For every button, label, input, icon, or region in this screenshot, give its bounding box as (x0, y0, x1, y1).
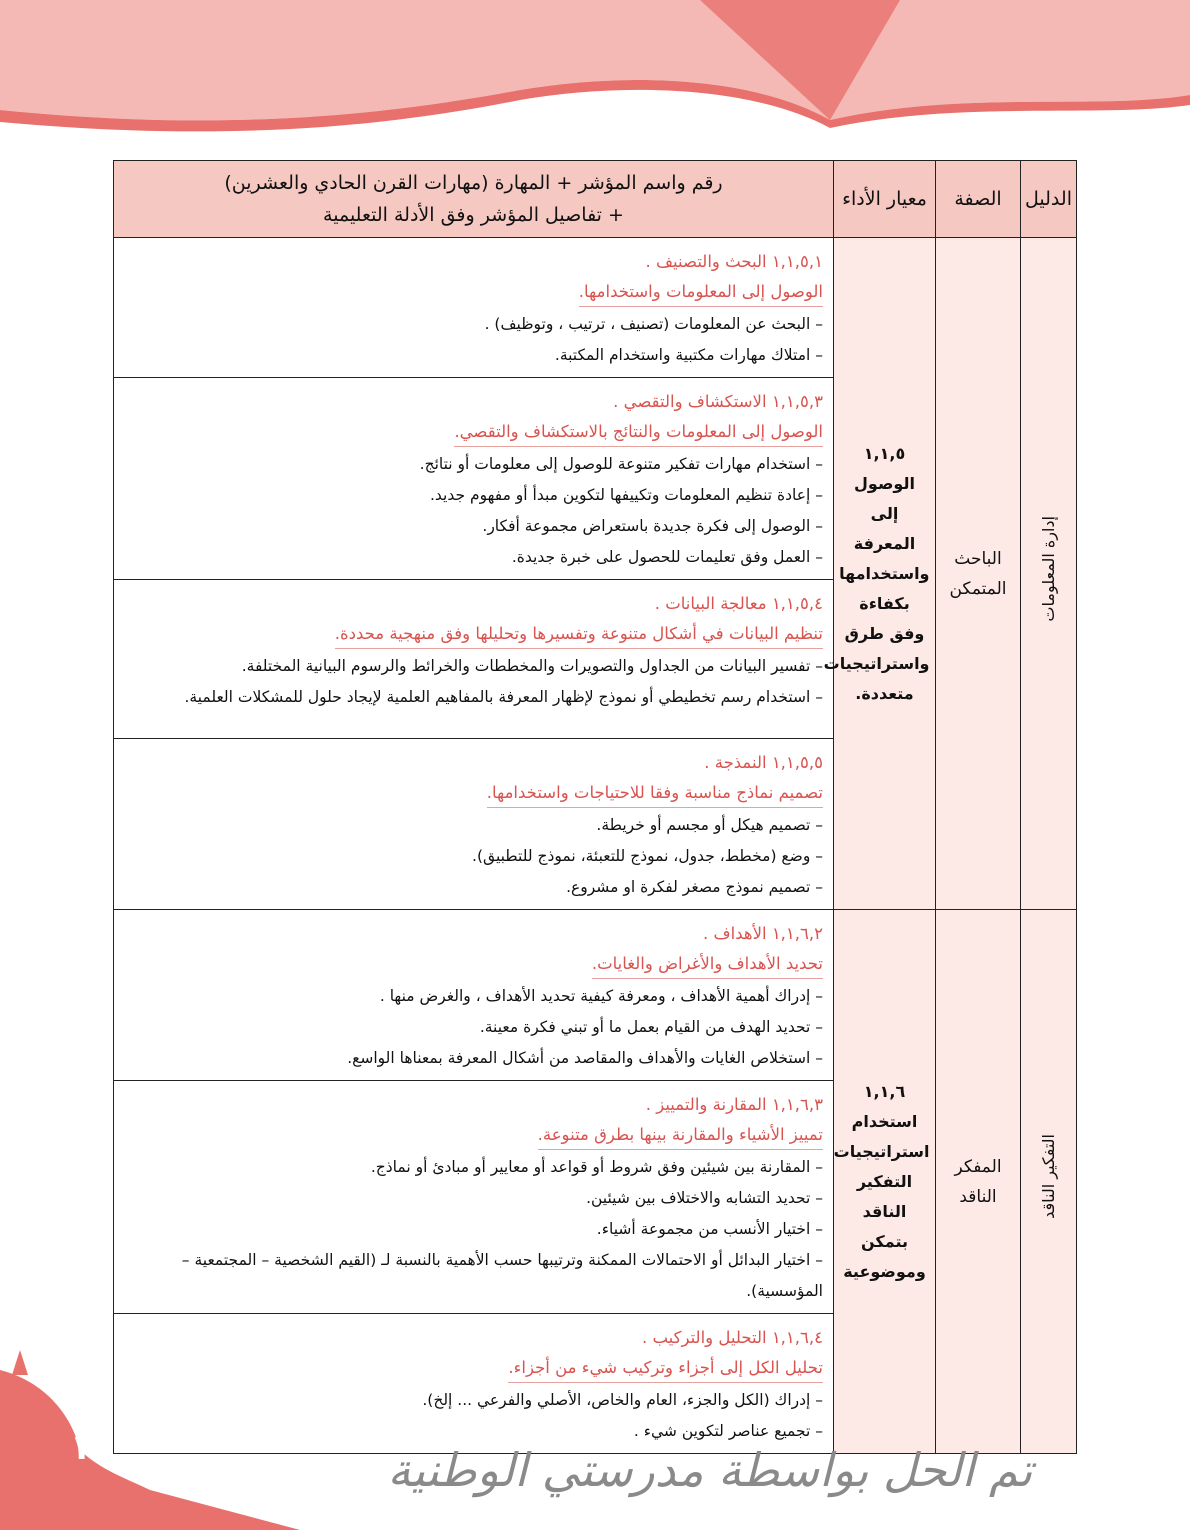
indicator-subtitle: الوصول إلى المعلومات والنتائج بالاستكشاف… (454, 418, 823, 447)
bullet-item: – تجميع عناصر لتكوين شيء . (633, 1422, 823, 1440)
indicator-code: ١,١,٦,٢ الأهداف . (703, 924, 823, 943)
indicator-subtitle: الوصول إلى المعلومات واستخدامها. (578, 278, 823, 307)
indicator-cell: ١,١,٥,٥ النمذجة . تصميم نماذج مناسبة وفق… (113, 738, 834, 910)
indicator-subtitle: تنظيم البيانات في أشكال متنوعة وتفسيرها … (334, 620, 823, 649)
indicator-cell: ١,١,٥,٤ معالجة البيانات . تنظيم البيانات… (113, 579, 834, 739)
indicator-code: ١,١,٥,٥ النمذجة . (704, 753, 823, 772)
table-row: ١,١,٦,٤ التحليل والتركيب . تحليل الكل إل… (113, 1313, 1077, 1454)
bullet-item: – تفسير البيانات من الجداول والتصويرات و… (241, 657, 823, 675)
bullet-item: – إدراك (الكل والجزء، العام والخاص، الأص… (422, 1391, 823, 1409)
indicator-cell: ١,١,٦,٣ المقارنة والتمييز . تمييز الأشيا… (113, 1080, 834, 1314)
header-standard: معيار الأداء (833, 160, 936, 238)
header-main: رقم واسم المؤشر + المهارة (مهارات القرن … (113, 160, 834, 238)
indicator-cell: ١,١,٥,٣ الاستكشاف والتقصي . الوصول إلى ا… (113, 377, 834, 580)
table-header: الدليل الصفة معيار الأداء رقم واسم المؤش… (113, 160, 1077, 238)
indicators-table: الدليل الصفة معيار الأداء رقم واسم المؤش… (113, 160, 1077, 1454)
bullet-item: – المقارنة بين شيئين وفق شروط أو قواعد أ… (370, 1158, 823, 1176)
bullet-item: – الوصول إلى فكرة جديدة باستعراض مجموعة … (482, 517, 823, 535)
bullet-item: – إدراك أهمية الأهداف ، ومعرفة كيفية تحد… (379, 987, 823, 1005)
header-main-line1: رقم واسم المؤشر + المهارة (مهارات القرن … (224, 172, 723, 194)
bullet-item: – اختيار الأنسب من مجموعة أشياء. (596, 1220, 823, 1238)
evidence-cell: التفكير الناقد (1020, 909, 1077, 1454)
header-evidence: الدليل (1020, 160, 1077, 238)
bullet-item: – تصميم هيكل أو مجسم أو خريطة. (596, 816, 823, 834)
bullet-item: – استخدام رسم تخطيطي أو نموذج لإظهار الم… (184, 688, 823, 706)
evidence-cell: إدارة المعلومات (1020, 237, 1077, 910)
header-trait: الصفة (935, 160, 1021, 238)
indicator-subtitle: تمييز الأشياء والمقارنة بينها بطرق متنوع… (537, 1121, 823, 1150)
indicator-cell: ١,١,٥,١ البحث والتصنيف . الوصول إلى المع… (113, 237, 834, 378)
table-row: ١,١,٦,٣ المقارنة والتمييز . تمييز الأشيا… (113, 1080, 1077, 1314)
bullet-item: – العمل وفق تعليمات للحصول على خبرة جديد… (511, 548, 823, 566)
table-row: إدارة المعلومات الباحث المتمكن ١,١,٥ الو… (113, 237, 1077, 910)
bullet-item: – استخلاص الغايات والأهداف والمقاصد من أ… (347, 1049, 823, 1067)
trait-cell: الباحث المتمكن (935, 237, 1021, 910)
bullet-item: – استخدام مهارات تفكير متنوعة للوصول إلى… (419, 455, 823, 473)
standard-cell: ١,١,٥ الوصول إلى المعرفة واستخدامها بكفا… (824, 237, 936, 910)
table-row: التفكير الناقد المفكر الناقد ١,١,٦ استخد… (113, 909, 1077, 1454)
table-row: ١,١,٥,٥ النمذجة . تصميم نماذج مناسبة وفق… (113, 738, 1077, 910)
indicator-subtitle: تصميم نماذج مناسبة وفقا للاحتياجات واستخ… (486, 779, 823, 808)
indicator-subtitle: تحليل الكل إلى أجزاء وتركيب شيء من أجزاء… (508, 1354, 823, 1383)
indicator-code: ١,١,٦,٤ التحليل والتركيب . (641, 1328, 823, 1347)
indicator-code: ١,١,٥,٤ معالجة البيانات . (654, 594, 823, 613)
bullet-item: – وضع (مخطط، جدول، نموذج للتعبئة، نموذج … (472, 847, 823, 865)
indicator-code: ١,١,٥,١ البحث والتصنيف . (645, 252, 823, 271)
trait-cell: المفكر الناقد (935, 909, 1021, 1454)
bullet-item: – البحث عن المعلومات (تصنيف ، ترتيب ، وت… (484, 315, 823, 333)
table-row: ١,١,٥,٤ معالجة البيانات . تنظيم البيانات… (113, 579, 1077, 739)
decorative-dome (0, 1350, 300, 1530)
header-main-line2: + تفاصيل المؤشر وفق الأدلة التعليمية (323, 204, 624, 226)
indicator-subtitle: تحديد الأهداف والأغراض والغايات. (591, 950, 823, 979)
indicator-code: ١,١,٦,٣ المقارنة والتمييز . (645, 1095, 823, 1114)
bullet-item: – امتلاك مهارات مكتبية واستخدام المكتبة. (554, 346, 823, 364)
bullet-item: – تحديد الهدف من القيام بعمل ما أو تبني … (479, 1018, 823, 1036)
bullet-item: – تصميم نموذج مصغر لفكرة او مشروع. (566, 878, 823, 896)
indicator-code: ١,١,٥,٣ الاستكشاف والتقصي . (613, 392, 823, 411)
bullet-item: – تحديد التشابه والاختلاف بين شيئين. (586, 1189, 823, 1207)
indicator-cell: ١,١,٦,٢ الأهداف . تحديد الأهداف والأغراض… (113, 909, 834, 1081)
bullet-item: – إعادة تنظيم المعلومات وتكييفها لتكوين … (429, 486, 823, 504)
indicator-cell: ١,١,٦,٤ التحليل والتركيب . تحليل الكل إل… (113, 1313, 834, 1454)
bullet-item: – اختيار البدائل أو الاحتمالات الممكنة و… (181, 1251, 823, 1300)
standard-cell: ١,١,٦ استخدام استراتيجيات التفكير الناقد… (833, 909, 936, 1454)
decorative-top-band (0, 0, 1190, 132)
